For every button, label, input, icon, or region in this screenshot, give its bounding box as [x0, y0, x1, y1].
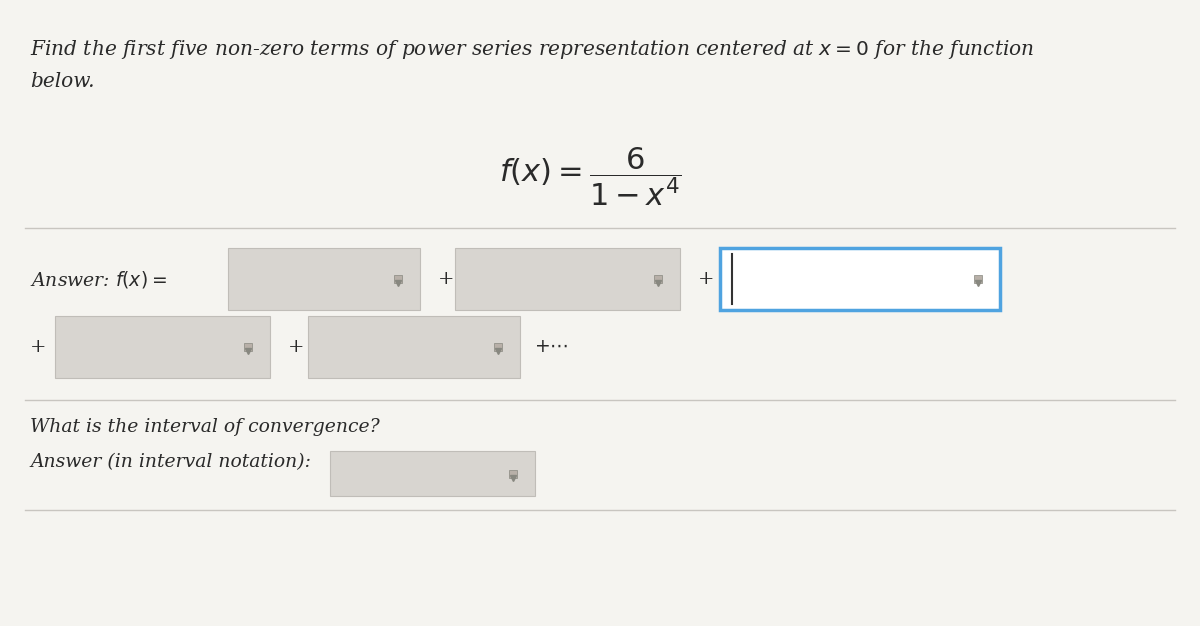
Text: What is the interval of convergence?: What is the interval of convergence?: [30, 418, 379, 436]
Bar: [720, 248, 1000, 310]
Bar: [308, 316, 520, 378]
Text: Find the first five non-zero terms of power series representation centered at $x: Find the first five non-zero terms of po…: [30, 38, 1034, 61]
Text: below.: below.: [30, 72, 95, 91]
Text: +: +: [698, 270, 714, 288]
Text: +: +: [30, 338, 47, 356]
Text: Answer (in interval notation):: Answer (in interval notation):: [30, 453, 311, 471]
Bar: [228, 248, 420, 310]
Text: $+\cdots$: $+\cdots$: [534, 338, 569, 356]
Text: Answer: $f(x) =$: Answer: $f(x) =$: [30, 269, 167, 289]
Bar: [55, 316, 270, 378]
Bar: [455, 248, 680, 310]
Text: +: +: [288, 338, 305, 356]
Bar: [330, 451, 535, 496]
Text: $f(x) = \dfrac{6}{1-x^4}$: $f(x) = \dfrac{6}{1-x^4}$: [499, 145, 682, 208]
Text: +: +: [438, 270, 455, 288]
